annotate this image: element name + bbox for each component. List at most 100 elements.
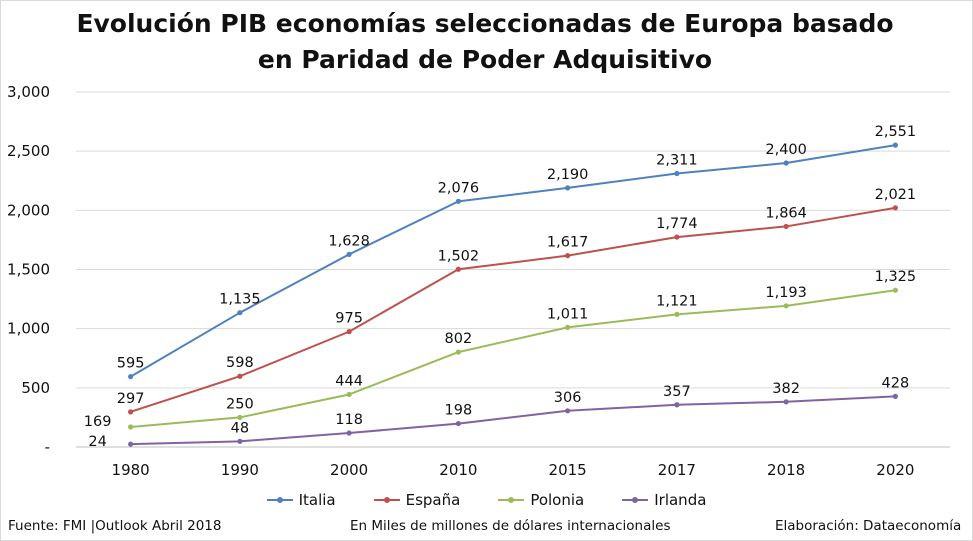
data-label: 2,190 — [547, 167, 589, 183]
data-point — [674, 234, 680, 240]
series-line-españa — [130, 206, 896, 413]
y-tick-label: - — [45, 438, 50, 456]
data-point — [128, 441, 134, 447]
data-label: 357 — [663, 384, 691, 400]
data-point — [455, 349, 461, 355]
legend-item-irlanda: Irlanda — [622, 491, 706, 509]
y-tick-label: 1,500 — [7, 261, 50, 279]
data-label: 250 — [226, 396, 254, 412]
legend-label: España — [405, 491, 461, 509]
data-label: 198 — [445, 403, 473, 419]
data-point — [783, 160, 789, 166]
data-point — [455, 420, 461, 427]
data-point — [128, 424, 134, 430]
data-label: 1,135 — [219, 292, 261, 308]
data-point — [237, 373, 243, 379]
x-tick-label: 2020 — [876, 461, 914, 479]
data-label: 2,021 — [875, 187, 917, 203]
legend-swatch — [373, 497, 400, 503]
data-label: 1,325 — [875, 269, 917, 285]
data-label: 975 — [335, 311, 363, 327]
data-label: 297 — [117, 391, 145, 407]
data-label: 48 — [231, 420, 249, 436]
legend-item-españa: España — [373, 491, 461, 509]
data-label: 24 — [88, 434, 106, 450]
data-point — [346, 430, 352, 436]
data-label: 2,400 — [765, 142, 807, 158]
data-point — [237, 310, 243, 316]
legend-swatch — [266, 497, 293, 503]
data-point — [346, 251, 352, 257]
x-tick-label: 2000 — [330, 461, 368, 479]
data-label: 1,617 — [547, 235, 589, 251]
data-label: 595 — [117, 356, 145, 372]
series-line-polonia — [130, 289, 896, 428]
x-tick-label: 2010 — [439, 461, 477, 479]
legend-label: Italia — [298, 491, 336, 509]
x-tick-label: 1990 — [221, 461, 259, 479]
data-point — [783, 399, 789, 405]
data-label: 2,551 — [875, 124, 917, 140]
footer-source: Fuente: FMI |Outlook Abril 2018 — [8, 518, 222, 534]
data-point — [565, 253, 571, 259]
data-label: 1,011 — [547, 306, 589, 322]
data-label: 2,076 — [438, 180, 480, 196]
data-label: 118 — [335, 412, 363, 428]
legend-swatch — [622, 497, 649, 503]
data-point — [674, 402, 680, 408]
y-tick-label: 2,500 — [7, 142, 50, 160]
data-point — [892, 205, 898, 211]
data-point — [237, 414, 243, 421]
data-point — [128, 373, 134, 380]
data-label: 169 — [84, 414, 112, 430]
data-point — [783, 303, 789, 309]
data-point — [783, 223, 789, 230]
footer-units: En Miles de millones de dólares internac… — [350, 518, 671, 534]
series-line-irlanda — [130, 395, 896, 446]
data-point — [346, 329, 352, 335]
legend-swatch — [498, 497, 525, 503]
data-point — [128, 409, 134, 415]
legend-item-polonia: Polonia — [498, 491, 584, 509]
data-label: 382 — [772, 381, 800, 397]
y-tick-label: 1,000 — [7, 320, 50, 338]
data-point — [674, 170, 680, 177]
data-point — [237, 438, 243, 444]
x-tick-label: 2015 — [549, 461, 587, 479]
footer-credit: Elaboración: Dataeconomía — [775, 518, 962, 534]
data-label: 1,193 — [765, 285, 807, 301]
data-label: 1,864 — [765, 205, 807, 221]
y-tick-label: 2,000 — [7, 201, 50, 219]
data-label: 2,311 — [656, 153, 698, 169]
y-tick-label: 3,000 — [7, 83, 50, 101]
legend-label: Irlanda — [654, 491, 707, 509]
data-label: 802 — [445, 331, 473, 347]
data-label: 428 — [882, 375, 910, 391]
data-label: 598 — [226, 355, 254, 371]
chart-title: Evolución PIB economías seleccionadas de… — [76, 9, 894, 74]
legend-label: Polonia — [530, 491, 585, 509]
legend-item-italia: Italia — [266, 491, 336, 509]
data-point — [346, 391, 352, 398]
data-point — [455, 198, 461, 204]
y-tick-label: 500 — [21, 379, 50, 397]
data-label: 1,774 — [656, 216, 698, 232]
data-point — [565, 324, 571, 330]
x-tick-label: 2017 — [658, 461, 696, 479]
x-tick-label: 1980 — [112, 461, 150, 479]
data-label: 1,628 — [328, 233, 370, 249]
chart-legend: Italia España Polonia Irlanda — [0, 491, 973, 509]
data-point — [892, 393, 898, 399]
data-point — [674, 311, 680, 317]
data-label: 1,121 — [656, 293, 698, 309]
series-line-italia — [130, 144, 896, 378]
data-point — [565, 185, 571, 191]
data-point — [892, 142, 898, 148]
data-label: 306 — [554, 390, 582, 406]
data-label: 444 — [335, 373, 363, 389]
data-label: 1,502 — [438, 248, 480, 264]
data-point — [455, 266, 461, 272]
data-point — [892, 287, 898, 293]
data-point — [565, 408, 571, 414]
